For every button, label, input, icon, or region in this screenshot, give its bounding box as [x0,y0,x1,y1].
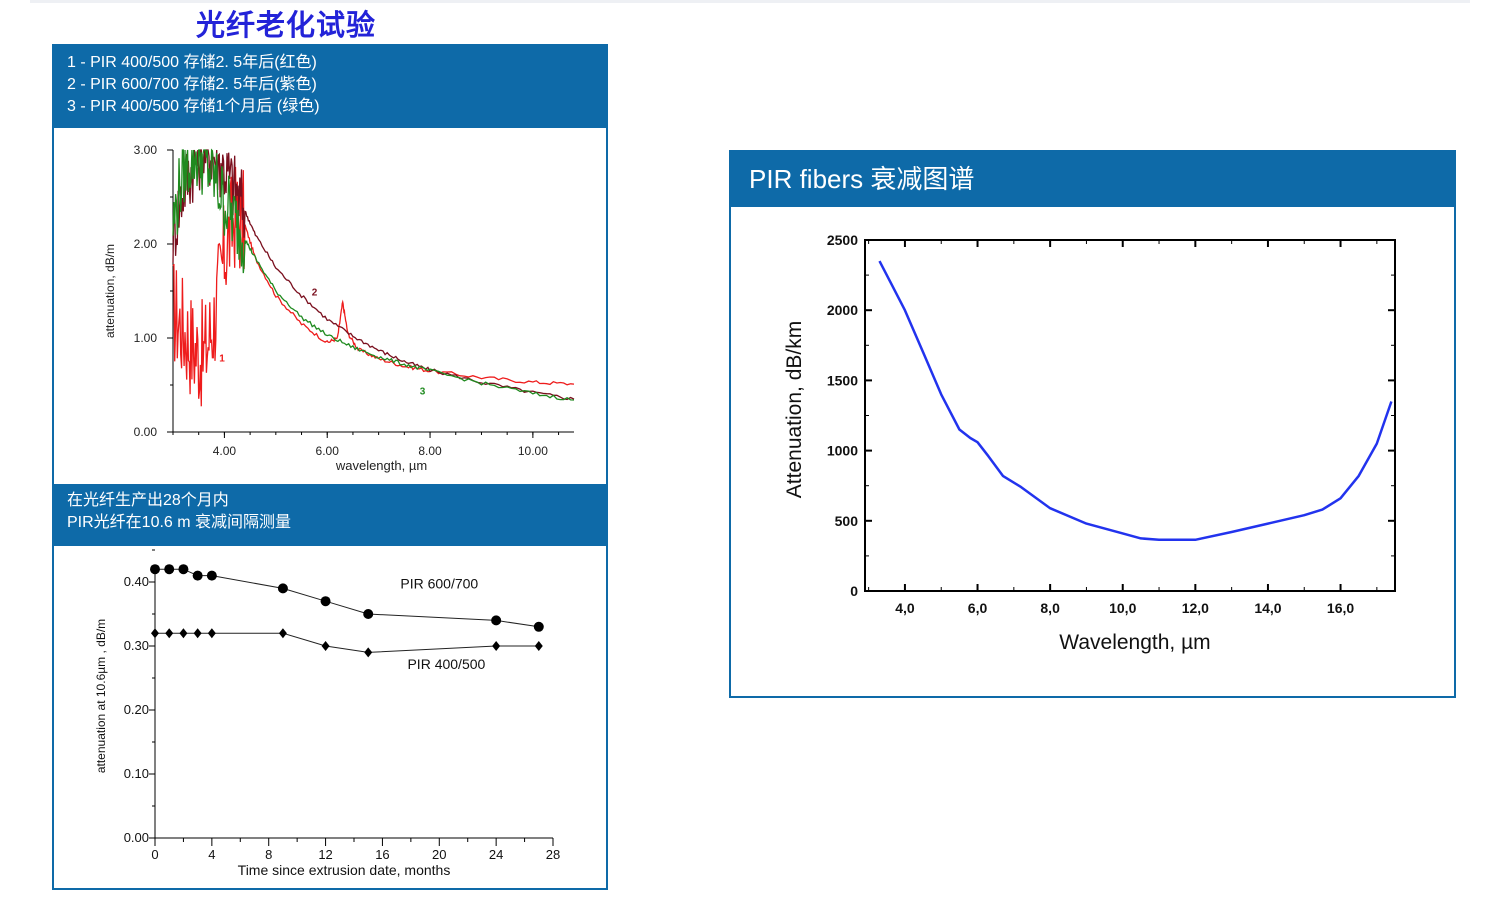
y-axis-label: Attenuation, dB/km [783,321,806,498]
y-axis-label: attenuation, dB/m [103,244,117,338]
data-point [151,628,159,639]
x-tick-label: 12 [318,847,332,862]
x-tick-label: 8.00 [418,444,442,458]
attenuation-curve [878,260,1393,542]
data-point [277,583,288,594]
x-tick-label: 24 [489,847,503,862]
data-point [192,570,203,581]
data-point [179,628,188,639]
right-panel-header: PIR fibers 衰减图谱 [731,152,1454,207]
data-point [207,628,216,639]
right-panel-title: PIR fibers 衰减图谱 [749,164,975,194]
data-point [278,628,287,639]
x-tick-label: 6.00 [316,444,340,458]
legend-line-3: 3 - PIR 400/500 存储1个月后 (绿色) [67,98,320,115]
x-axis-label: Time since extrusion date, months [238,862,451,878]
data-point [178,564,189,575]
x-tick-label: 28 [546,847,560,862]
legend-line-2: 2 - PIR 600/700 存储2. 5年后(紫色) [67,76,317,93]
y-tick-label: 0.20 [124,702,149,717]
y-tick-label: 2000 [827,302,858,318]
x-axis-label: Wavelength, µm [1059,631,1210,654]
middle-header-line-2: PIR光纤在10.6 m 衰减间隔测量 [67,514,292,531]
y-tick-label: 1500 [827,372,858,388]
series-line-3 [172,148,575,401]
x-tick-label: 14,0 [1254,600,1281,616]
x-tick-label: 0 [151,847,158,862]
x-tick-label: 4,0 [895,600,915,616]
data-point [206,570,217,581]
left-panel: 1 - PIR 400/500 存储2. 5年后(红色) 2 - PIR 600… [52,44,608,890]
data-point [491,615,502,626]
series-label-1: 1 [219,354,225,365]
legend-line-1: 1 - PIR 400/500 存储2. 5年后(红色) [67,54,317,71]
series-line-2 [172,149,575,401]
top-divider [30,0,1470,3]
x-tick-label: 12,0 [1182,600,1209,616]
pir-attenuation-spectrum-chart: 0 500 1000 1500 2000 2500 4,0 6,0 8,0 10,0 12,0 14,… [783,232,1396,654]
data-point [363,609,374,619]
y-tick-label: 0.00 [134,425,158,439]
x-tick-label: 4 [208,847,215,862]
series-label: PIR 600/700 [400,575,478,591]
y-tick-label: 1000 [827,443,858,459]
y-axis-label: attenuation at 10.6µm , dB/m [94,619,108,773]
middle-header-line-1: 在光纤生产出28个月内 [67,492,229,509]
data-point [193,628,202,639]
x-tick-label: 4.00 [213,444,237,458]
aging-measurement-chart: 0.00 0.10 0.20 0.30 0.40 0 4 8 12 16 20 24 28 Time si… [94,549,560,878]
y-tick-label: 0.00 [124,830,149,845]
series-label-3: 3 [420,386,426,397]
data-point [165,628,174,639]
y-tick-label: 500 [835,513,859,529]
left-panel-header: 1 - PIR 400/500 存储2. 5年后(红色) 2 - PIR 600… [54,46,606,128]
y-tick-label: 0.30 [124,638,149,653]
right-panel: PIR fibers 衰减图谱 0 500 1000 1500 2000 2500 4,0 6… [729,150,1456,698]
series-label: PIR 400/500 [407,656,485,672]
x-tick-label: 8,0 [1040,600,1060,616]
y-tick-label: 1.00 [134,331,158,345]
middle-panel-header: 在光纤生产出28个月内 PIR光纤在10.6 m 衰减间隔测量 [54,484,606,546]
y-tick-label: 2.00 [134,237,158,251]
x-tick-label: 10.00 [518,444,548,458]
x-tick-label: 8 [265,847,272,862]
data-point [492,641,501,651]
data-point [534,641,543,651]
y-tick-label: 0.10 [124,766,149,781]
page-title: 光纤老化试验 [196,8,377,42]
y-tick-label: 3.00 [134,143,158,157]
x-tick-label: 16,0 [1327,600,1354,616]
series-line-2 [155,632,539,653]
series-line-1 [155,568,539,628]
data-point [364,647,373,658]
data-point [320,596,331,607]
y-tick-label: 0 [850,583,858,599]
y-tick-label: 0.40 [124,574,149,589]
x-tick-label: 6,0 [968,600,988,616]
data-point [150,564,160,575]
attenuation-spectrum-chart: 0.00 1.00 2.00 3.00 4.00 6.00 8.00 10.00 wavelen… [103,143,575,473]
series-label-2: 2 [312,288,318,299]
x-axis-label: wavelength, µm [335,458,427,473]
x-tick-label: 16 [375,847,389,862]
plot-frame [864,239,1396,592]
data-point [321,641,330,651]
x-tick-label: 20 [432,847,446,862]
y-tick-label: 2500 [827,232,858,248]
data-point [533,621,544,632]
data-point [164,564,175,575]
x-tick-label: 10,0 [1109,600,1136,616]
